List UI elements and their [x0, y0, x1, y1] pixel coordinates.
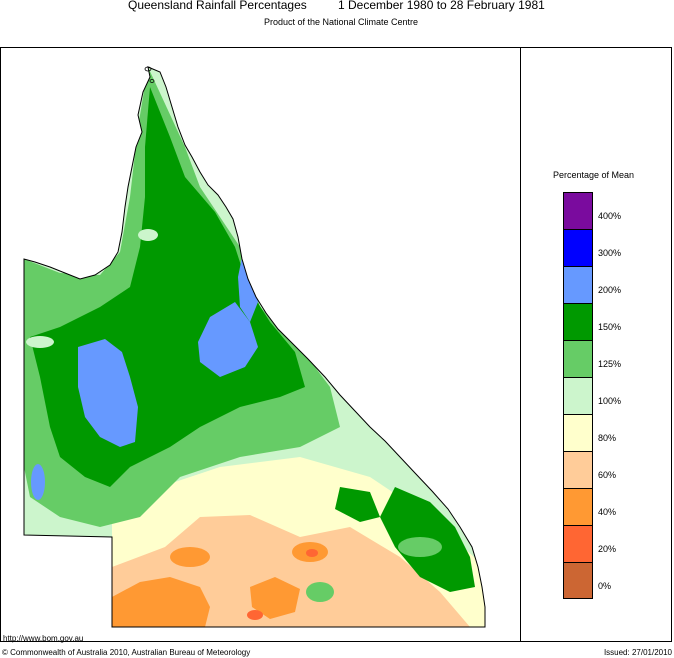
- legend-swatch: [563, 192, 593, 229]
- zone-red-sw: [247, 610, 263, 620]
- legend-label: 200%: [598, 285, 622, 295]
- zone-blue-gulf: [78, 339, 138, 447]
- map-frame: [0, 47, 672, 642]
- legend-swatch: [563, 451, 593, 488]
- map-subtitle: Product of the National Climate Centre: [263, 17, 419, 27]
- legend-label: 20%: [598, 544, 617, 554]
- map-period: 1 December 1980 to 28 February 1981: [338, 0, 545, 12]
- legend-label: 40%: [598, 507, 617, 517]
- legend-label: 300%: [598, 248, 622, 258]
- legend-label: 0%: [598, 581, 612, 591]
- legend-label: 125%: [598, 359, 622, 369]
- legend-swatch: [563, 488, 593, 525]
- footer-copyright: © Commonwealth of Australia 2010, Austra…: [2, 648, 251, 657]
- legend-title: Percentage of Mean: [553, 170, 635, 180]
- zone-dark-green-east2: [335, 487, 380, 522]
- legend-swatch: [563, 414, 593, 451]
- zone-red-c: [306, 549, 318, 557]
- zone-light-green-a: [26, 336, 54, 348]
- legend-label: 80%: [598, 433, 617, 443]
- zone-mid-green-se: [398, 537, 442, 557]
- legend-label: 150%: [598, 322, 622, 332]
- legend-swatch: [563, 340, 593, 377]
- zone-orange-w: [170, 547, 210, 567]
- zone-blue-west: [31, 464, 45, 500]
- zone-mid-green-south: [306, 582, 334, 602]
- zone-light-green-b: [138, 229, 158, 241]
- legend-swatch: [563, 377, 593, 414]
- island-north: [144, 66, 152, 72]
- map-title: Queensland Rainfall Percentages: [128, 0, 307, 12]
- frame-divider: [520, 47, 521, 642]
- legend-swatch: [563, 229, 593, 266]
- zone-orange-s: [250, 577, 300, 619]
- legend-swatch: [563, 525, 593, 562]
- legend-swatch: [563, 303, 593, 340]
- island-torres: [149, 79, 155, 83]
- legend-label: 400%: [598, 211, 622, 221]
- legend-swatch: [563, 266, 593, 303]
- legend-swatch: [563, 562, 593, 599]
- footer-url[interactable]: http://www.bom.gov.au: [3, 634, 84, 643]
- zone-orange-sw: [112, 577, 210, 627]
- footer-issued: Issued: 27/01/2010: [603, 648, 672, 657]
- queensland-rainfall-map: [23, 66, 486, 628]
- legend-label: 100%: [598, 396, 622, 406]
- zone-blue-cape: [198, 302, 258, 377]
- legend-swatches: [563, 192, 593, 599]
- legend-label: 60%: [598, 470, 617, 480]
